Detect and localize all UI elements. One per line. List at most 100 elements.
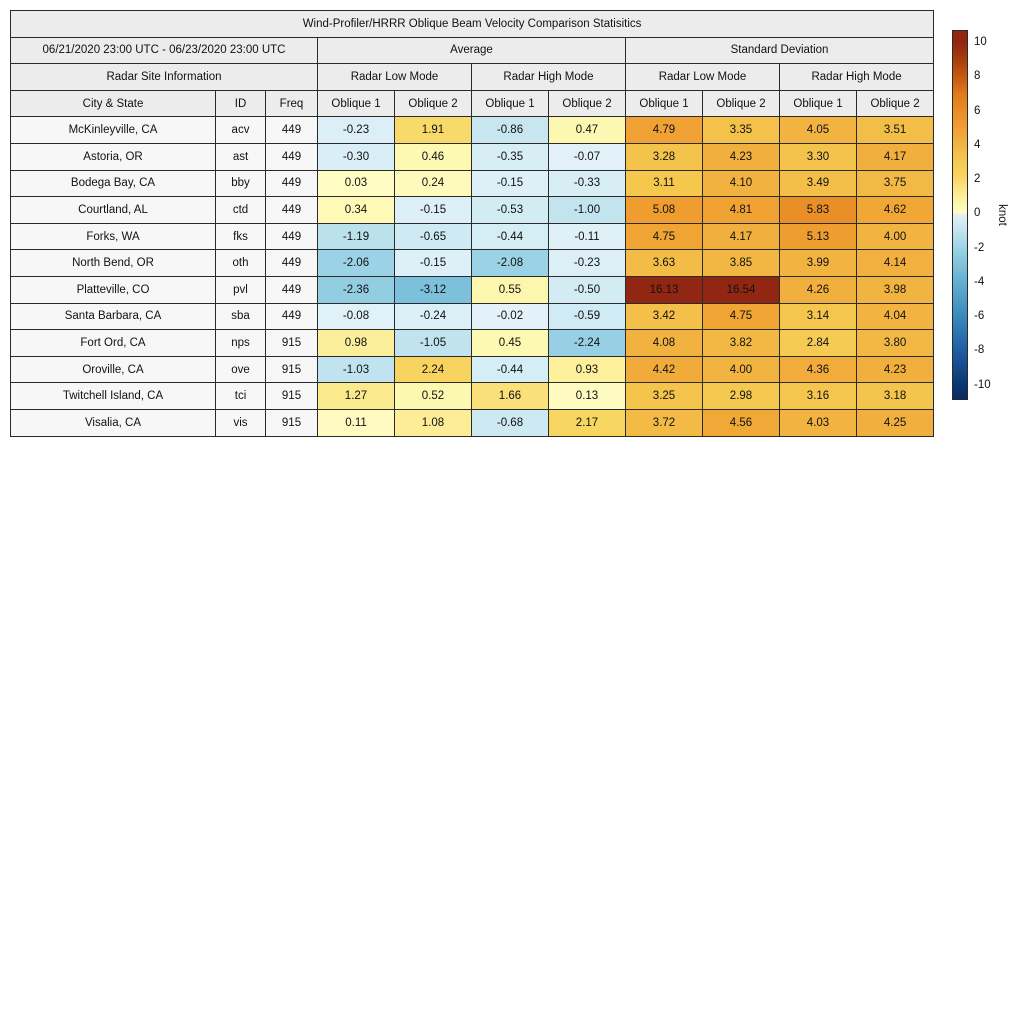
value-cell: 0.11 bbox=[317, 408, 395, 437]
col-header-oblique: Oblique 1 bbox=[625, 89, 703, 118]
city-state-cell: Visalia, CA bbox=[10, 408, 216, 437]
value-cell: 4.14 bbox=[855, 249, 935, 277]
figure-title: Wind-Profiler/HRRR Oblique Beam Velocity… bbox=[9, 10, 935, 38]
value-cell: -3.12 bbox=[394, 275, 472, 304]
value-cell: 3.35 bbox=[702, 116, 780, 144]
colorbar-tick-label: 4 bbox=[974, 138, 981, 151]
table-row: Platteville, CO pvl 449 -2.36 -3.12 0.55 -0.50… bbox=[10, 275, 935, 304]
value-cell: 3.42 bbox=[625, 302, 703, 331]
value-cell: 4.17 bbox=[702, 222, 780, 251]
site-id-cell: sba bbox=[215, 302, 266, 331]
city-state-cell: Astoria, OR bbox=[10, 142, 216, 171]
colorbar-tick-label: -8 bbox=[974, 344, 985, 357]
table-row: Forks, WA fks 449 -1.19 -0.65 -0.44 -0.11 4.75 4… bbox=[10, 222, 935, 251]
freq-cell: 915 bbox=[265, 355, 318, 384]
value-cell: 3.80 bbox=[855, 329, 935, 357]
value-cell: 4.25 bbox=[855, 408, 935, 437]
col-header-oblique: Oblique 2 bbox=[548, 89, 626, 118]
value-cell: -2.08 bbox=[471, 249, 549, 277]
value-cell: -0.35 bbox=[471, 142, 549, 171]
value-cell: -1.05 bbox=[394, 329, 472, 357]
value-cell: 0.34 bbox=[317, 196, 395, 224]
colorbar-tick-label: -10 bbox=[974, 378, 991, 391]
col-header-freq: Freq bbox=[265, 89, 318, 118]
site-id-cell: ast bbox=[215, 142, 266, 171]
value-cell: 4.56 bbox=[702, 408, 780, 437]
table-row: Santa Barbara, CA sba 449 -0.08 -0.24 -0.02 -0… bbox=[10, 302, 935, 331]
value-cell: -2.24 bbox=[548, 329, 626, 357]
value-cell: -1.19 bbox=[317, 222, 395, 251]
value-cell: -0.24 bbox=[394, 302, 472, 331]
city-state-cell: Twitchell Island, CA bbox=[10, 382, 216, 410]
value-cell: 4.17 bbox=[855, 142, 935, 171]
city-state-cell: North Bend, OR bbox=[10, 249, 216, 277]
colorbar-tick-label: -6 bbox=[974, 310, 985, 323]
title-row: Wind-Profiler/HRRR Oblique Beam Velocity… bbox=[9, 10, 935, 38]
value-cell: -2.06 bbox=[317, 249, 395, 277]
value-cell: 4.81 bbox=[702, 196, 780, 224]
value-cell: 4.08 bbox=[625, 329, 703, 357]
table-row: Fort Ord, CA nps 915 0.98 -1.05 0.45 -2.24 4.08… bbox=[10, 329, 935, 357]
value-cell: 1.66 bbox=[471, 382, 549, 410]
value-cell: -0.15 bbox=[394, 249, 472, 277]
value-cell: 3.14 bbox=[779, 302, 857, 331]
colorbar: 10 8 6 4 2 0 -2 -4 -6 -8 -10 knot bbox=[952, 30, 1024, 400]
value-cell: 3.75 bbox=[855, 169, 935, 198]
value-cell: -2.36 bbox=[317, 275, 395, 304]
value-cell: 4.03 bbox=[779, 408, 857, 437]
value-cell: 4.23 bbox=[702, 142, 780, 171]
value-cell: 2.17 bbox=[548, 408, 626, 437]
freq-cell: 449 bbox=[265, 302, 318, 331]
freq-cell: 449 bbox=[265, 116, 318, 144]
value-cell: 1.91 bbox=[394, 116, 472, 144]
colorbar-tick-label: -4 bbox=[974, 275, 985, 288]
value-cell: 0.03 bbox=[317, 169, 395, 198]
site-id-cell: nps bbox=[215, 329, 266, 357]
colorbar-tick-label: 2 bbox=[974, 173, 981, 186]
freq-cell: 449 bbox=[265, 275, 318, 304]
value-cell: 4.23 bbox=[855, 355, 935, 384]
value-cell: 0.93 bbox=[548, 355, 626, 384]
freq-cell: 449 bbox=[265, 196, 318, 224]
value-cell: -1.03 bbox=[317, 355, 395, 384]
freq-cell: 449 bbox=[265, 222, 318, 251]
city-state-cell: McKinleyville, CA bbox=[10, 116, 216, 144]
value-cell: 1.08 bbox=[394, 408, 472, 437]
value-cell: -1.00 bbox=[548, 196, 626, 224]
value-cell: -0.44 bbox=[471, 222, 549, 251]
value-cell: 4.75 bbox=[702, 302, 780, 331]
value-cell: -0.15 bbox=[471, 169, 549, 198]
colorbar-tick-label: 0 bbox=[974, 207, 981, 220]
col-header-oblique: Oblique 1 bbox=[779, 89, 857, 118]
value-cell: 2.24 bbox=[394, 355, 472, 384]
value-cell: 4.04 bbox=[855, 302, 935, 331]
value-cell: 4.75 bbox=[625, 222, 703, 251]
freq-cell: 449 bbox=[265, 169, 318, 198]
col-header-oblique: Oblique 2 bbox=[702, 89, 780, 118]
value-cell: 0.52 bbox=[394, 382, 472, 410]
table-row: Courtland, AL ctd 449 0.34 -0.15 -0.53 -1.00 5.… bbox=[10, 196, 935, 224]
col-header-oblique: Oblique 1 bbox=[317, 89, 395, 118]
value-cell: 3.49 bbox=[779, 169, 857, 198]
value-cell: -0.68 bbox=[471, 408, 549, 437]
table-row: Visalia, CA vis 915 0.11 1.08 -0.68 2.17 3.72 4.… bbox=[10, 408, 935, 437]
city-state-cell: Platteville, CO bbox=[10, 275, 216, 304]
value-cell: -0.86 bbox=[471, 116, 549, 144]
value-cell: 4.42 bbox=[625, 355, 703, 384]
group-header-row: 06/21/2020 23:00 UTC - 06/23/2020 23:00 … bbox=[10, 36, 935, 65]
mode-header-avg-high: Radar High Mode bbox=[471, 63, 626, 91]
value-cell: 5.13 bbox=[779, 222, 857, 251]
value-cell: 3.85 bbox=[702, 249, 780, 277]
site-info-header: Radar Site Information bbox=[10, 63, 318, 91]
value-cell: -0.23 bbox=[317, 116, 395, 144]
table-row: Twitchell Island, CA tci 915 1.27 0.52 1.66 0.… bbox=[10, 382, 935, 410]
value-cell: -0.53 bbox=[471, 196, 549, 224]
city-state-cell: Fort Ord, CA bbox=[10, 329, 216, 357]
value-cell: 0.45 bbox=[471, 329, 549, 357]
value-cell: 1.27 bbox=[317, 382, 395, 410]
value-cell: 4.00 bbox=[855, 222, 935, 251]
table-row: Bodega Bay, CA bby 449 0.03 0.24 -0.15 -0.33 3.… bbox=[10, 169, 935, 198]
col-header-oblique: Oblique 2 bbox=[855, 89, 935, 118]
table-row: North Bend, OR oth 449 -2.06 -0.15 -2.08 -0.23… bbox=[10, 249, 935, 277]
table-row: McKinleyville, CA acv 449 -0.23 1.91 -0.86 0.4… bbox=[10, 116, 935, 144]
